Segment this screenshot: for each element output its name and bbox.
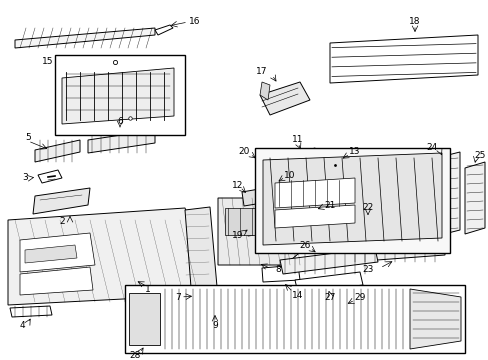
Text: 22: 22: [362, 203, 373, 212]
Text: 26: 26: [299, 240, 310, 249]
Polygon shape: [274, 178, 354, 208]
Polygon shape: [427, 152, 459, 238]
Polygon shape: [262, 265, 299, 282]
Polygon shape: [329, 35, 477, 83]
Polygon shape: [263, 153, 441, 245]
Polygon shape: [289, 148, 319, 170]
Polygon shape: [224, 208, 294, 235]
Polygon shape: [35, 140, 80, 162]
Text: 11: 11: [292, 135, 303, 144]
Text: 23: 23: [362, 266, 373, 274]
Text: 8: 8: [275, 266, 280, 274]
Polygon shape: [246, 210, 287, 236]
Polygon shape: [218, 198, 305, 265]
Polygon shape: [38, 170, 62, 183]
Text: 5: 5: [25, 134, 31, 143]
Polygon shape: [242, 188, 267, 206]
Text: 4: 4: [19, 320, 25, 329]
Text: 19: 19: [232, 230, 243, 239]
Text: 9: 9: [212, 320, 218, 329]
Polygon shape: [33, 188, 90, 214]
Polygon shape: [387, 205, 401, 225]
Polygon shape: [294, 272, 362, 293]
Bar: [125, 285, 464, 353]
Polygon shape: [129, 293, 160, 345]
Text: 1: 1: [145, 285, 151, 294]
Polygon shape: [20, 267, 93, 295]
Polygon shape: [198, 298, 231, 312]
Polygon shape: [274, 205, 354, 228]
Polygon shape: [409, 289, 460, 349]
Text: 7: 7: [175, 293, 181, 302]
Polygon shape: [184, 207, 218, 300]
Polygon shape: [88, 130, 155, 153]
Polygon shape: [280, 248, 377, 274]
Polygon shape: [155, 25, 173, 35]
Text: 10: 10: [284, 171, 295, 180]
Text: 29: 29: [354, 293, 365, 302]
Text: 2: 2: [59, 217, 65, 226]
Text: 14: 14: [292, 291, 303, 300]
Text: 6: 6: [117, 117, 122, 126]
Text: 17: 17: [256, 68, 267, 77]
Polygon shape: [347, 210, 389, 233]
Text: 25: 25: [473, 152, 485, 161]
Polygon shape: [25, 245, 77, 263]
Polygon shape: [15, 28, 155, 48]
Polygon shape: [10, 306, 52, 317]
Text: 15: 15: [42, 58, 54, 67]
Polygon shape: [260, 82, 269, 100]
Bar: [55, 55, 184, 135]
Text: 27: 27: [324, 293, 335, 302]
Text: 21: 21: [324, 201, 335, 210]
Text: 13: 13: [348, 148, 360, 157]
Text: 24: 24: [426, 144, 437, 153]
Text: 3: 3: [22, 174, 28, 183]
Polygon shape: [8, 208, 200, 305]
Polygon shape: [464, 162, 484, 234]
Text: 16: 16: [189, 18, 201, 27]
Polygon shape: [260, 82, 309, 115]
Bar: [254, 148, 449, 253]
Text: 18: 18: [408, 18, 420, 27]
Polygon shape: [62, 68, 174, 124]
Text: 12: 12: [232, 180, 243, 189]
Polygon shape: [349, 238, 444, 262]
Text: 28: 28: [129, 351, 141, 360]
Polygon shape: [20, 233, 95, 272]
Text: 20: 20: [238, 148, 249, 157]
